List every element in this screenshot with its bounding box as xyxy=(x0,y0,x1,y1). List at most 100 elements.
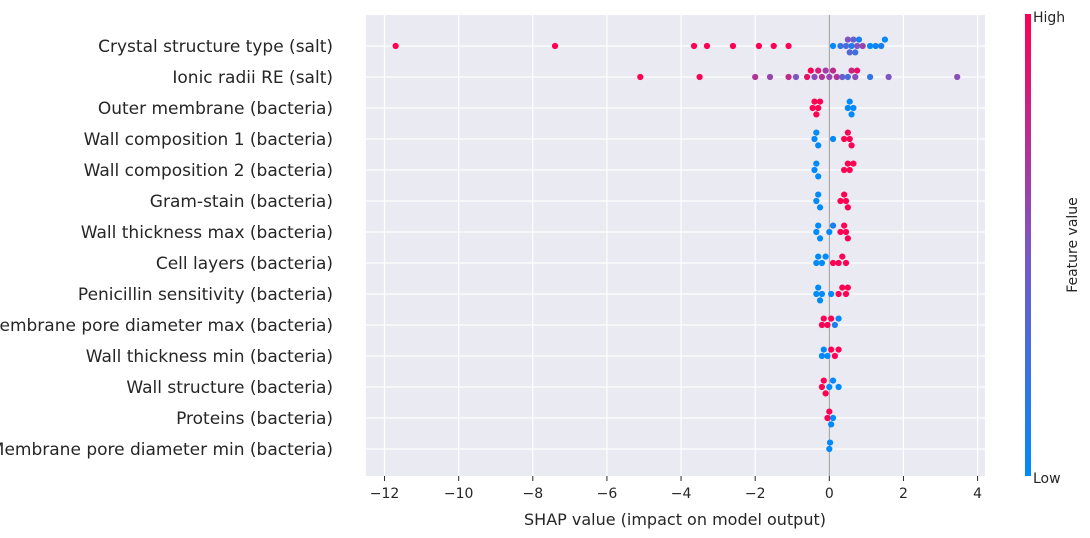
data-point xyxy=(809,104,816,112)
data-point xyxy=(835,315,842,322)
data-point xyxy=(828,315,835,322)
data-point xyxy=(822,253,829,260)
feature-label: Wall thickness min (bacteria) xyxy=(86,347,333,367)
data-point xyxy=(820,346,827,353)
data-point xyxy=(844,73,851,81)
x-tick-label: −6 xyxy=(597,486,618,502)
x-tick-label: −4 xyxy=(671,486,692,502)
data-point xyxy=(835,346,842,353)
x-tick-label: 2 xyxy=(899,486,908,502)
data-point xyxy=(844,284,851,291)
data-point xyxy=(818,259,826,267)
data-point xyxy=(822,67,829,74)
data-point xyxy=(822,390,829,397)
data-point xyxy=(954,73,961,81)
data-point xyxy=(850,160,857,167)
data-point xyxy=(813,111,820,118)
data-point xyxy=(848,42,855,50)
colorbar-low-label: Low xyxy=(1033,471,1061,487)
data-point xyxy=(829,377,837,384)
data-point xyxy=(803,73,811,81)
data-point xyxy=(766,73,774,81)
data-point xyxy=(846,135,853,143)
data-point xyxy=(846,49,853,56)
grid-lines xyxy=(366,15,985,476)
x-tick-label: −2 xyxy=(745,486,766,502)
data-point xyxy=(811,166,818,174)
feature-label: Proteins (bacteria) xyxy=(176,409,333,429)
data-point xyxy=(831,321,838,329)
x-tick-label: −12 xyxy=(370,486,400,502)
x-tick-label: −8 xyxy=(522,486,543,502)
data-point xyxy=(813,259,820,267)
data-point xyxy=(813,228,820,236)
data-point xyxy=(829,414,837,422)
data-point xyxy=(854,42,861,50)
feature-labels: Crystal structure type (salt) Ionic radii… xyxy=(0,37,333,460)
data-point xyxy=(829,259,837,267)
data-point xyxy=(752,73,759,81)
data-point xyxy=(881,36,889,43)
data-point xyxy=(690,42,698,50)
data-point xyxy=(846,166,853,174)
data-point xyxy=(835,383,842,391)
data-point xyxy=(813,160,820,167)
feature-label: Membrane pore diameter max (bacteria) xyxy=(0,316,333,336)
data-point xyxy=(850,36,857,43)
data-point xyxy=(852,73,859,81)
x-tick-label: −10 xyxy=(444,486,474,502)
data-point xyxy=(829,222,837,229)
data-point xyxy=(835,259,842,267)
colorbar-high-label: High xyxy=(1033,10,1065,26)
data-point xyxy=(785,73,792,81)
data-point xyxy=(846,98,853,105)
data-point xyxy=(815,142,822,149)
data-point xyxy=(841,191,848,198)
data-point xyxy=(844,129,851,136)
data-point xyxy=(837,228,844,236)
data-point xyxy=(837,197,844,205)
data-point xyxy=(831,352,838,360)
data-points xyxy=(392,36,961,453)
x-tick-label: 0 xyxy=(825,486,834,502)
data-point xyxy=(815,191,822,198)
data-point xyxy=(828,421,835,428)
feature-label: Wall composition 2 (bacteria) xyxy=(84,161,333,181)
data-point xyxy=(815,253,822,260)
data-point xyxy=(844,104,851,112)
data-point xyxy=(835,290,842,298)
data-point xyxy=(829,42,837,50)
data-point xyxy=(844,235,851,242)
data-point xyxy=(848,142,855,149)
data-point xyxy=(770,42,777,50)
data-point xyxy=(859,42,866,50)
data-point xyxy=(816,204,824,211)
data-point xyxy=(826,228,833,236)
data-point xyxy=(854,67,861,74)
data-point xyxy=(824,352,831,360)
data-point xyxy=(842,42,850,50)
data-point xyxy=(829,67,837,74)
data-point xyxy=(833,73,840,81)
data-point xyxy=(828,346,835,353)
data-point xyxy=(826,445,833,453)
data-point xyxy=(815,284,822,291)
feature-label: Penicillin sensitivity (bacteria) xyxy=(78,285,333,305)
data-point xyxy=(703,42,711,50)
data-point xyxy=(844,36,851,43)
feature-label: Outer membrane (bacteria) xyxy=(98,99,333,119)
data-point xyxy=(811,73,818,81)
data-point xyxy=(820,377,827,384)
colorbar xyxy=(1025,14,1031,476)
data-point xyxy=(842,228,850,236)
data-point xyxy=(841,222,848,229)
x-tick-label: 4 xyxy=(973,486,982,502)
data-point xyxy=(820,315,827,322)
data-point xyxy=(885,73,892,81)
data-point xyxy=(842,197,850,205)
data-point xyxy=(755,42,762,50)
data-point xyxy=(824,321,831,329)
data-point xyxy=(878,42,885,50)
data-point xyxy=(850,104,857,112)
